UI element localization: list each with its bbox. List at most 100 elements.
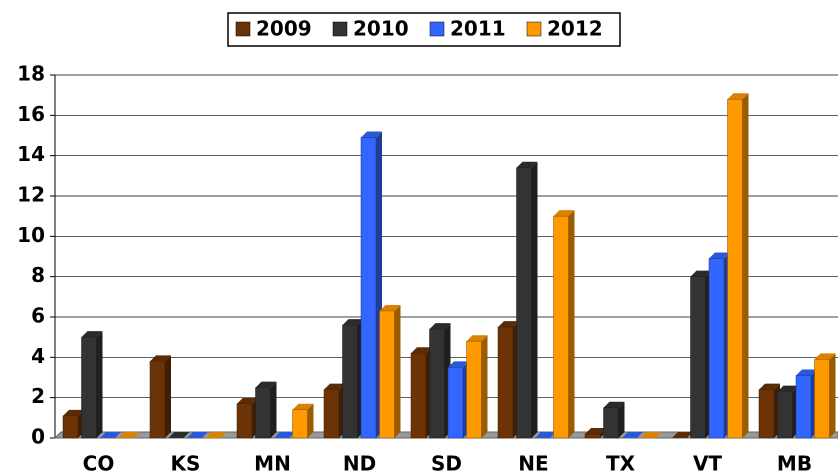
y-tick-label: 6 xyxy=(31,304,45,328)
y-tick-label: 12 xyxy=(17,183,45,207)
bar xyxy=(758,389,775,439)
bar-top xyxy=(498,321,519,328)
bar xyxy=(379,310,395,439)
bar-top xyxy=(690,270,712,277)
legend-box xyxy=(227,12,621,47)
bar-side xyxy=(568,210,575,438)
bar-top xyxy=(150,355,171,362)
bar-top xyxy=(342,319,364,326)
bar-top xyxy=(411,347,432,354)
x-tick-label: MB xyxy=(777,452,812,476)
bar-top xyxy=(727,93,749,100)
y-tick-label: 18 xyxy=(17,62,45,86)
y-tick-label: 14 xyxy=(17,142,45,166)
bar xyxy=(255,387,271,439)
bar-top xyxy=(553,210,575,217)
bar xyxy=(292,409,308,439)
bar xyxy=(466,340,482,439)
bar-top xyxy=(466,335,488,342)
bar-top xyxy=(672,432,693,438)
legend-label: 2009 xyxy=(256,17,312,41)
bar-top xyxy=(118,432,140,438)
bar-top xyxy=(622,432,643,438)
bar-top xyxy=(205,432,227,438)
bar-top xyxy=(535,432,556,438)
bar-top xyxy=(324,383,345,390)
y-tick-label: 16 xyxy=(17,102,45,126)
bar xyxy=(323,389,340,439)
bar-top xyxy=(168,432,190,438)
legend-label: 2010 xyxy=(353,17,409,41)
bar-top xyxy=(759,383,780,390)
bar-top xyxy=(100,432,121,438)
x-tick-label: MN xyxy=(254,452,291,476)
bar-top xyxy=(516,161,538,168)
y-tick-label: 2 xyxy=(31,384,45,408)
x-tick-label: NE xyxy=(518,452,548,476)
bar xyxy=(497,326,514,439)
bar xyxy=(62,415,79,439)
bar-top xyxy=(429,323,451,330)
x-tick-label: KS xyxy=(171,452,201,476)
legend-swatch xyxy=(526,21,542,37)
bar-side xyxy=(96,331,103,438)
bar-side xyxy=(270,381,277,438)
bar xyxy=(708,258,725,439)
bar-top xyxy=(603,401,625,408)
bar-top xyxy=(361,131,382,138)
bar xyxy=(777,391,793,439)
y-tick-label: 4 xyxy=(31,344,45,368)
bar-side xyxy=(307,403,314,438)
bar-top xyxy=(640,432,662,438)
bar-top xyxy=(81,331,103,338)
bar xyxy=(553,215,569,439)
bar xyxy=(795,375,812,439)
bar-top xyxy=(796,369,817,376)
bar-top xyxy=(63,409,84,416)
bar-top xyxy=(187,432,208,438)
y-tick-label: 10 xyxy=(17,223,45,247)
legend-swatch xyxy=(332,21,348,37)
bar xyxy=(342,324,358,439)
bar-top xyxy=(292,403,314,410)
bar-top xyxy=(709,252,730,259)
legend-label: 2012 xyxy=(547,17,603,41)
bar-top xyxy=(448,361,469,368)
bar-side xyxy=(618,401,625,438)
bar-top xyxy=(379,304,401,311)
bar xyxy=(584,433,601,439)
bar-top xyxy=(585,427,606,434)
bar-side xyxy=(481,335,488,438)
legend-label: 2011 xyxy=(450,17,506,41)
bar-side xyxy=(829,353,836,438)
x-tick-label: CO xyxy=(83,452,115,476)
bar xyxy=(516,167,532,439)
x-tick-label: TX xyxy=(606,452,636,476)
bar xyxy=(814,359,830,439)
legend-swatch xyxy=(235,21,251,37)
bar xyxy=(727,98,743,439)
bar-top xyxy=(237,397,258,404)
bar xyxy=(81,336,97,439)
bar xyxy=(236,403,253,439)
bar xyxy=(149,361,166,439)
bar xyxy=(360,137,377,439)
x-tick-label: VT xyxy=(693,452,722,476)
y-tick-label: 8 xyxy=(31,263,45,287)
bar-top xyxy=(255,381,277,388)
y-tick-label: 0 xyxy=(31,425,45,449)
bar-side xyxy=(165,355,171,438)
bar xyxy=(429,328,445,439)
bar xyxy=(603,407,619,439)
x-tick-label: ND xyxy=(343,452,376,476)
bar-top xyxy=(274,432,295,438)
bar xyxy=(447,367,464,439)
bar-top xyxy=(777,385,799,392)
bar-side xyxy=(742,93,749,438)
bar-side xyxy=(531,161,538,438)
x-tick-label: SD xyxy=(431,452,462,476)
legend-swatch xyxy=(429,21,445,37)
bar xyxy=(410,353,427,439)
bar-side xyxy=(394,304,401,438)
